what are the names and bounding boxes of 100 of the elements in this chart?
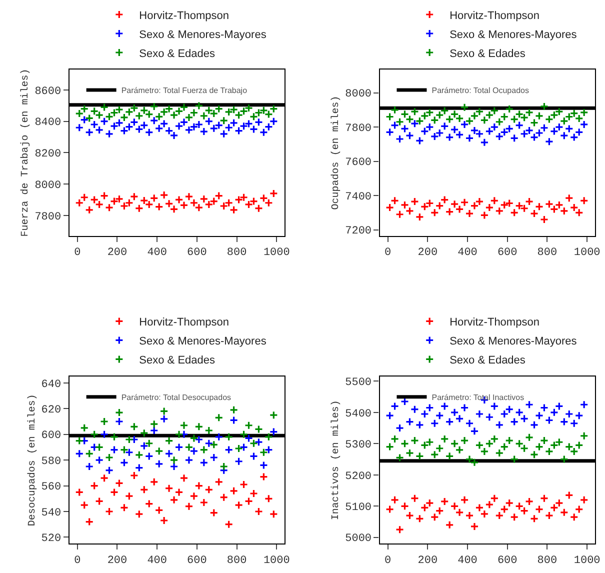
point xyxy=(524,497,534,506)
point xyxy=(460,496,469,504)
point xyxy=(140,442,148,450)
point xyxy=(534,442,544,452)
point xyxy=(544,115,554,124)
point xyxy=(435,128,444,138)
point xyxy=(204,439,214,448)
point xyxy=(500,200,509,210)
point xyxy=(400,439,410,448)
point xyxy=(120,126,129,136)
point xyxy=(80,104,89,114)
point xyxy=(120,458,129,467)
point xyxy=(554,438,564,446)
point xyxy=(80,424,89,432)
point xyxy=(445,520,454,530)
point xyxy=(540,215,549,224)
point xyxy=(100,192,109,200)
point xyxy=(174,488,184,497)
y-tick-label: 5400 xyxy=(345,408,372,420)
point xyxy=(124,198,134,208)
point xyxy=(214,104,224,114)
point xyxy=(475,107,484,116)
point xyxy=(420,503,429,512)
point xyxy=(460,403,469,412)
point xyxy=(234,444,244,453)
x-tick-label: 800 xyxy=(537,554,558,567)
point xyxy=(160,516,168,525)
y-tick-label: 7600 xyxy=(345,157,372,170)
point xyxy=(415,452,424,460)
point xyxy=(200,127,208,136)
point xyxy=(214,478,224,486)
point xyxy=(485,439,494,448)
point xyxy=(124,492,134,500)
point xyxy=(544,447,554,456)
point xyxy=(490,196,499,205)
point xyxy=(390,402,400,410)
point xyxy=(144,439,154,448)
point xyxy=(570,512,578,522)
y-tick-label: 8400 xyxy=(34,117,62,130)
point xyxy=(85,517,94,526)
point xyxy=(554,107,564,116)
x-tick-label: 800 xyxy=(226,554,247,567)
point xyxy=(214,192,224,200)
point xyxy=(425,108,434,117)
point xyxy=(554,402,564,410)
legend-label: Horvitz-Thompson xyxy=(139,316,230,329)
point xyxy=(254,108,264,118)
point xyxy=(154,124,164,133)
point xyxy=(425,403,434,412)
point xyxy=(110,445,119,454)
point xyxy=(194,422,204,431)
point xyxy=(200,445,208,454)
point xyxy=(90,430,99,439)
point xyxy=(194,120,204,129)
point xyxy=(415,212,424,222)
point xyxy=(214,413,224,422)
point xyxy=(505,198,514,208)
point xyxy=(405,418,414,426)
point xyxy=(224,123,234,132)
point xyxy=(160,108,168,116)
point xyxy=(244,496,254,506)
point xyxy=(540,436,549,445)
point xyxy=(490,122,499,132)
point xyxy=(134,124,144,134)
point xyxy=(184,456,194,464)
point xyxy=(435,110,444,120)
point xyxy=(204,426,214,435)
point xyxy=(100,117,109,126)
point xyxy=(80,193,89,202)
point xyxy=(75,449,84,458)
y-axis-title: Ocupados (en miles) xyxy=(330,96,342,210)
point xyxy=(150,426,158,435)
point xyxy=(190,434,198,443)
y-tick-label: 600 xyxy=(41,430,62,442)
point xyxy=(445,418,454,426)
y-tick-label: 7200 xyxy=(345,226,372,238)
point xyxy=(180,430,188,439)
x-tick-label: 400 xyxy=(147,554,168,567)
point xyxy=(154,202,164,212)
point xyxy=(465,511,474,520)
point xyxy=(420,440,429,450)
point xyxy=(400,124,410,134)
point xyxy=(220,462,228,471)
point xyxy=(140,120,148,130)
point xyxy=(234,195,244,204)
point xyxy=(540,124,549,132)
point xyxy=(420,410,429,418)
point xyxy=(249,112,258,121)
point xyxy=(249,197,258,206)
point xyxy=(430,450,439,459)
point xyxy=(85,206,94,214)
point xyxy=(534,504,544,514)
point xyxy=(104,507,114,516)
point xyxy=(220,202,228,210)
point xyxy=(234,500,244,510)
point xyxy=(244,434,254,443)
point xyxy=(130,192,138,201)
point xyxy=(249,439,258,448)
point xyxy=(580,496,588,504)
y-axis-title: Inactivos (en miles) xyxy=(330,400,342,520)
